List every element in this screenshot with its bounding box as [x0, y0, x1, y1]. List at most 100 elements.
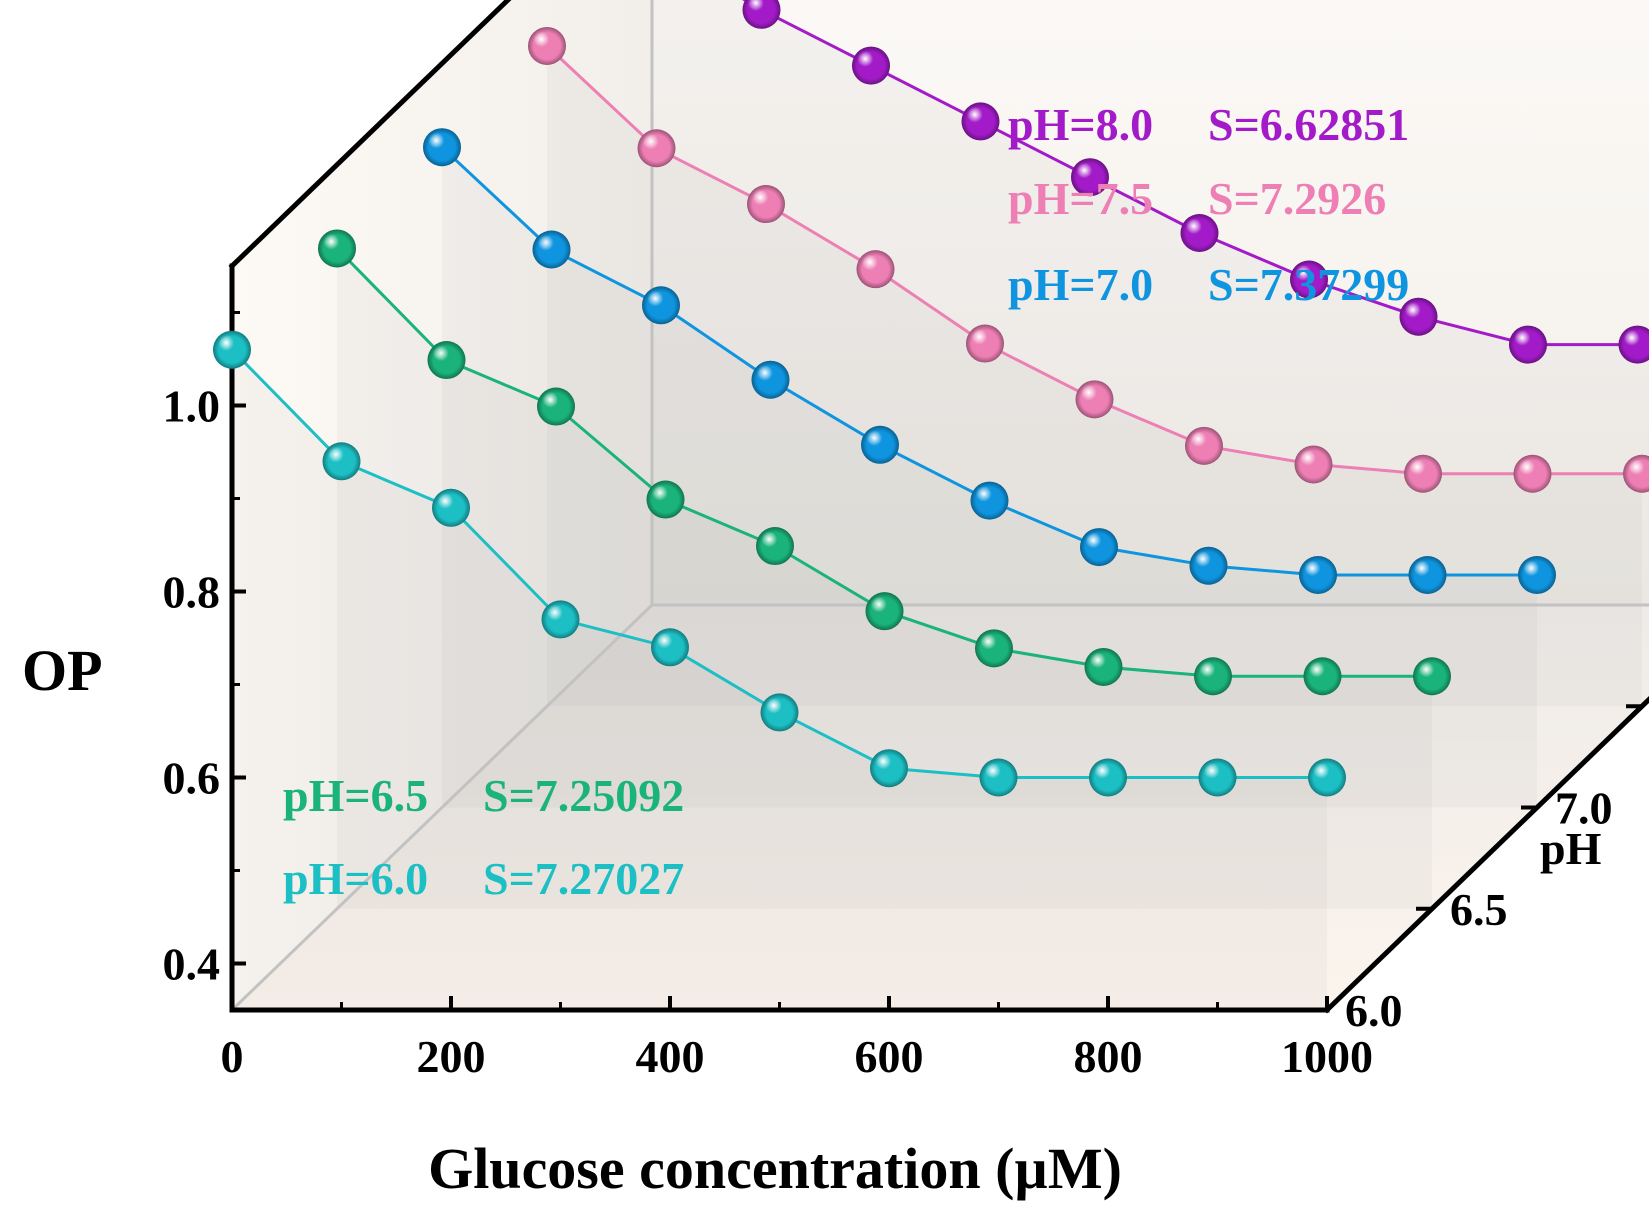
series-curtain-2 [442, 147, 1537, 808]
data-point-shade [856, 250, 895, 289]
data-point-shade [1185, 426, 1223, 465]
data-point-shade [532, 230, 571, 269]
data-point-shade [1180, 214, 1219, 252]
data-point-shade [760, 693, 799, 732]
x-tick-label: 0 [221, 1031, 244, 1082]
series-curtain-1 [337, 248, 1432, 909]
legend-ph-label: pH=8.0 [1008, 99, 1153, 150]
data-point-shade [318, 229, 356, 268]
data-point-shade [970, 481, 1009, 520]
frame-edge [228, 0, 512, 270]
data-point-shade [646, 480, 685, 519]
data-point-shade [1290, 260, 1328, 299]
data-point-shade [1194, 657, 1232, 696]
y-tick-label: 0.4 [163, 939, 221, 990]
series-2 [423, 128, 1556, 594]
legend-entry-2: pH=7.0 S=7.37299 [1008, 259, 1409, 310]
series-curtain-3 [547, 45, 1642, 707]
data-point-shade [1299, 556, 1337, 594]
data-point-shade [537, 387, 575, 426]
legend-ph-label: pH=6.0 [283, 853, 428, 904]
legend-s-label: S=7.25092 [483, 770, 684, 821]
axis-ticks [230, 311, 1642, 1012]
y-tick-label: 0.8 [163, 567, 221, 618]
data-point-shade [865, 592, 904, 631]
data-point-shade [1618, 325, 1649, 364]
data-point-shade [1198, 758, 1237, 797]
data-point-shade [1080, 528, 1118, 567]
legend-s-label: S=6.62851 [1208, 99, 1409, 150]
legend-s-label: S=7.2926 [1208, 173, 1386, 224]
data-point-shade [1089, 758, 1127, 797]
legend-entry-3: pH=7.5 S=7.2926 [1008, 173, 1386, 224]
series-curtain-0 [232, 349, 1327, 1010]
data-point-shade [423, 128, 461, 167]
data-point-shade [975, 629, 1013, 668]
x-tick-label: 400 [636, 1031, 705, 1082]
data-point-shade [852, 46, 890, 85]
series-0 [213, 330, 1346, 797]
data-point-shade [751, 360, 790, 399]
x-tick-label: 1000 [1281, 1031, 1373, 1082]
data-point-shade [1308, 758, 1346, 797]
axis-labels: 020040060080010000.40.60.81.06.06.57.07.… [22, 381, 1613, 1202]
data-point-shade [1399, 297, 1438, 336]
data-point-shade [961, 102, 1000, 141]
data-point-shade [1623, 454, 1649, 493]
data-point-shade [651, 628, 689, 667]
data-point-shade [541, 600, 580, 639]
data-point-shade [870, 749, 908, 788]
z-tick-label: 6.0 [1345, 985, 1403, 1036]
data-point-shade [1518, 556, 1556, 594]
data-point-shade [756, 527, 794, 566]
inner-edge [230, 603, 654, 1012]
data-point-shade [1408, 556, 1447, 594]
x-tick-label: 600 [855, 1031, 924, 1082]
data-point-shade [747, 185, 785, 224]
legend-entry-4: pH=8.0 S=6.62851 [1008, 99, 1409, 150]
series-1 [318, 229, 1451, 696]
legend-s-label: S=7.37299 [1208, 259, 1409, 310]
legend-entry-0: pH=6.0 S=7.27027 [283, 853, 684, 904]
data-point-shade [861, 425, 899, 464]
data-point-shade [322, 442, 361, 481]
x-tick-label: 200 [417, 1031, 486, 1082]
data-point-shade [1294, 445, 1333, 484]
series-curtain-4 [652, 0, 1649, 605]
legend-entry-1: pH=6.5 S=7.25092 [283, 770, 684, 821]
data-point-shade [966, 324, 1004, 363]
data-point-shade [1075, 380, 1114, 419]
legend-ph-label: pH=6.5 [283, 770, 428, 821]
data-point-shade [1303, 657, 1342, 696]
x-axis-title: Glucose concentration (µM) [428, 1136, 1122, 1201]
data-point-shade [642, 286, 680, 325]
data-point-shade [637, 129, 676, 168]
series-curtains [232, 0, 1649, 1010]
legend: pH=8.0 S=6.62851 pH=7.5 S=7.2926 pH=7.0 S=7.3… [283, 99, 1409, 904]
legend-ph-label: pH=7.0 [1008, 259, 1153, 310]
data-point-shade [432, 488, 470, 527]
series-layer [213, 0, 1649, 797]
data-point-shade [1413, 657, 1451, 696]
z-tick-label: 7.0 [1555, 783, 1613, 834]
y-tick-label: 0.6 [163, 753, 221, 804]
data-point-shade [427, 341, 466, 380]
y-axis-title: OP [22, 638, 103, 703]
series-4 [742, 0, 1649, 364]
legend-ph-label: pH=7.5 [1008, 173, 1153, 224]
z-axis-title: pH [1540, 823, 1602, 874]
data-point-shade [1071, 158, 1109, 197]
data-point-shade [1509, 325, 1547, 364]
series-3 [528, 26, 1649, 493]
data-point-shade [742, 0, 781, 29]
data-point-shade [213, 330, 251, 369]
data-point-shade [1084, 647, 1123, 686]
legend-s-label: S=7.27027 [483, 853, 684, 904]
data-point-shade [1189, 546, 1228, 585]
data-point-shade [1513, 454, 1552, 493]
z-tick-label: 6.5 [1450, 884, 1508, 935]
floor-wall [232, 605, 1649, 1010]
data-point-shade [528, 26, 566, 65]
back-wall [652, 0, 1649, 605]
